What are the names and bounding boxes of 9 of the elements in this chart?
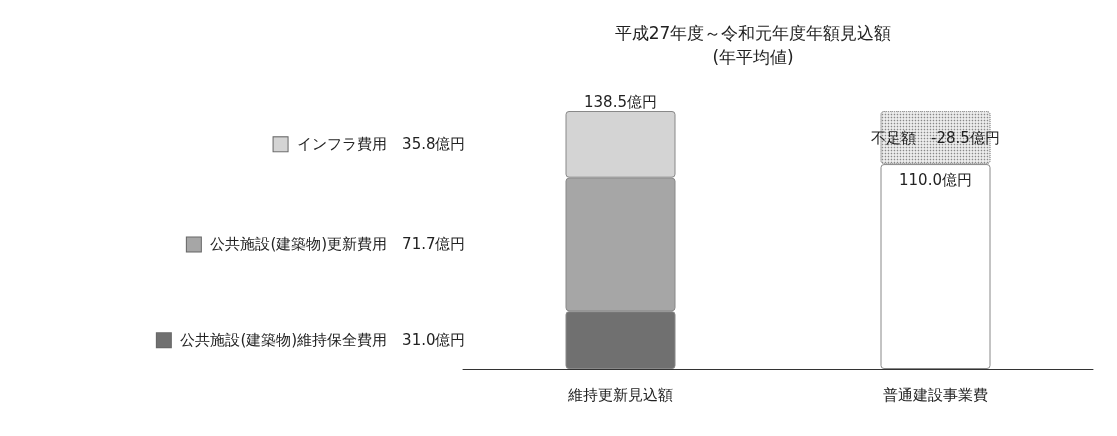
- legend-label: インフラ費用 35.8億円: [287, 135, 466, 154]
- data-label: 110.0億円: [899, 170, 972, 189]
- x-tick-label: 維持更新見込額: [567, 385, 673, 404]
- legend-label: 公共施設(建築物)維持保全費用 31.0億円: [170, 331, 466, 350]
- chart-title: 平成27年度～令和元年度年額見込額 (年平均値): [614, 23, 892, 67]
- total-label: 138.5億円: [584, 92, 657, 111]
- legend-label: 公共施設(建築物)更新費用 71.7億円: [200, 235, 466, 254]
- x-tick-label: 普通建設事業費: [883, 385, 988, 404]
- series-label: 不足額 -28.5億円: [871, 128, 1000, 147]
